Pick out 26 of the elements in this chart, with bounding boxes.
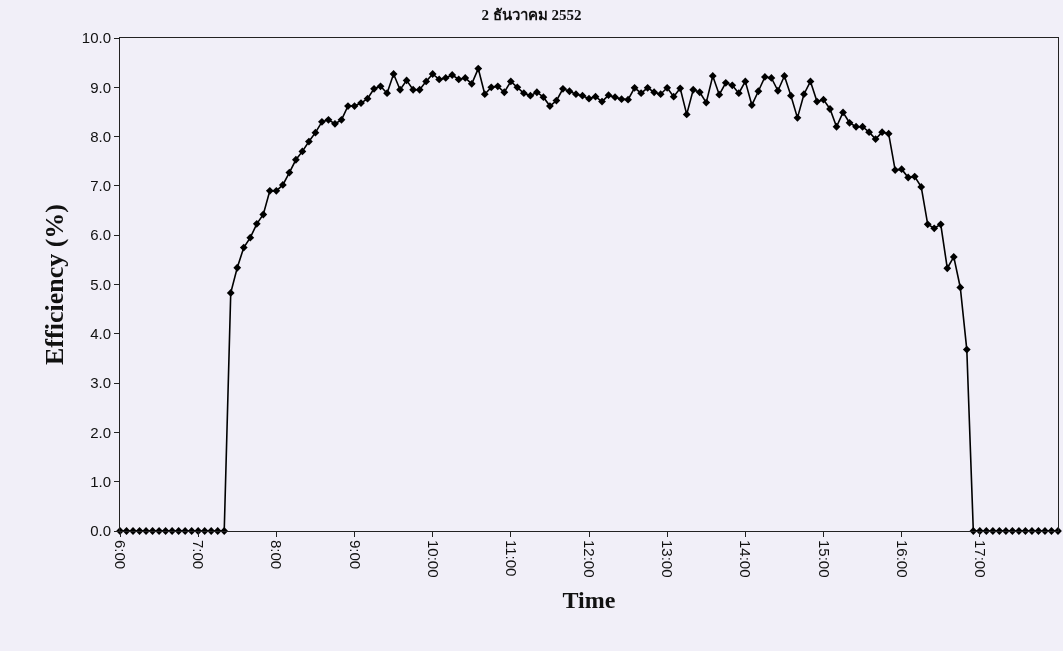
x-axis-title: Time — [562, 586, 616, 613]
x-tick-label: 12:00 — [581, 540, 599, 578]
y-tick-label: 9.0 — [90, 78, 111, 96]
y-tick-label: 3.0 — [90, 374, 111, 392]
x-tick-label: 6:00 — [112, 540, 130, 570]
x-tick-label: 9:00 — [346, 540, 364, 570]
x-tick-label: 17:00 — [971, 540, 989, 578]
x-tick-label: 14:00 — [737, 540, 755, 578]
y-tick-label: 7.0 — [90, 177, 111, 195]
y-tick-label: 2.0 — [90, 423, 111, 441]
y-tick-label: 1.0 — [90, 472, 111, 490]
x-tick-label: 11:00 — [502, 540, 520, 577]
x-tick-label: 13:00 — [659, 540, 677, 578]
x-tick-label: 7:00 — [190, 540, 208, 570]
x-tick-label: 8:00 — [268, 540, 286, 570]
y-tick-label: 0.0 — [90, 522, 111, 540]
x-tick-label: 15:00 — [815, 540, 833, 578]
y-tick-label: 8.0 — [90, 127, 111, 145]
y-tick-label: 6.0 — [90, 226, 111, 244]
y-tick-label: 5.0 — [90, 275, 111, 293]
y-tick-label: 4.0 — [90, 325, 111, 343]
y-axis-title: Efficiency (%) — [40, 203, 70, 366]
x-tick-label: 10:00 — [424, 540, 442, 578]
chart-title: 2 ธันวาคม 2552 — [481, 7, 582, 24]
y-tick-label: 10.0 — [81, 29, 111, 47]
x-tick-label: 16:00 — [893, 540, 911, 578]
